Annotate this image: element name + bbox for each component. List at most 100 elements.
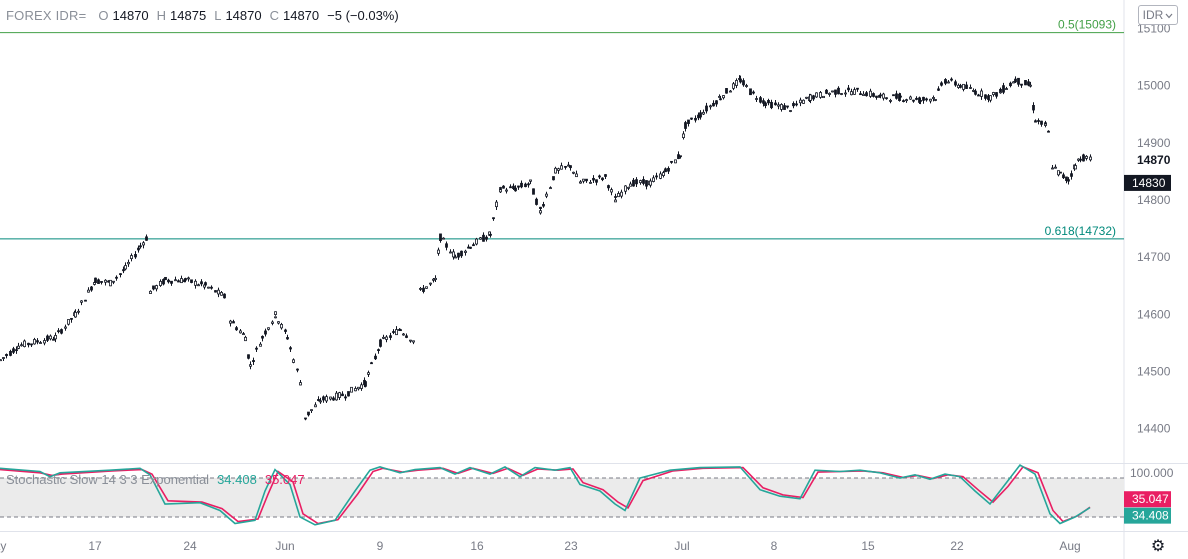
candle-body	[357, 386, 360, 390]
candle-body	[119, 273, 122, 276]
candle-body	[1070, 173, 1073, 177]
candle-body	[944, 79, 947, 83]
candle-body	[164, 276, 167, 281]
candle-body	[844, 92, 847, 95]
candle-body	[367, 372, 370, 375]
candle-body	[139, 245, 142, 248]
last-price-label: 14830	[1132, 176, 1166, 190]
candle-body	[210, 286, 213, 289]
candle-body	[472, 244, 475, 247]
candle-body	[97, 279, 100, 284]
candle-body	[36, 340, 39, 343]
candle-body	[229, 320, 232, 324]
candle-body	[632, 179, 635, 187]
candle-body	[524, 183, 527, 188]
candle-body	[70, 317, 73, 320]
candle-body	[755, 98, 758, 100]
candle-body	[865, 92, 868, 97]
x-tick-label: 16	[470, 539, 484, 553]
candle-body	[795, 103, 798, 106]
candle-body	[1059, 171, 1062, 174]
candle-body	[984, 94, 987, 99]
candle-body	[527, 183, 530, 186]
candle-body	[1062, 174, 1065, 179]
candle-body	[194, 280, 197, 286]
candle-body	[1012, 81, 1015, 84]
candle-body	[749, 88, 752, 95]
candle-body	[682, 133, 685, 138]
y-tick-label: 15000	[1137, 79, 1171, 93]
candle-body	[52, 338, 55, 341]
candle-body	[1074, 165, 1077, 170]
candle-body	[610, 189, 613, 193]
candle-body	[614, 199, 617, 203]
candle-body	[719, 98, 722, 101]
candle-body	[350, 386, 353, 393]
candle-body	[812, 95, 815, 100]
open-value: 14870	[112, 8, 149, 23]
candle-body	[338, 392, 341, 398]
candle-body	[652, 177, 655, 182]
candle-body	[954, 81, 957, 86]
candle-body	[347, 391, 350, 397]
candle-body	[601, 177, 604, 181]
candle-body	[624, 185, 627, 192]
candle-body	[445, 243, 448, 248]
high-value: 14875	[170, 8, 207, 23]
candle-body	[332, 397, 335, 401]
candle-body	[304, 417, 307, 420]
candle-body	[940, 82, 943, 86]
candle-body	[667, 167, 670, 172]
candle-body	[374, 355, 377, 360]
candle-body	[645, 180, 648, 187]
candle-body	[46, 335, 49, 341]
candle-body	[585, 178, 588, 182]
candle-body	[214, 290, 217, 293]
candle-body	[1040, 120, 1043, 125]
candle-body	[604, 174, 607, 177]
candle-body	[232, 321, 235, 324]
candle-body	[517, 185, 520, 188]
candle-body	[705, 105, 708, 112]
candle-body	[742, 80, 745, 86]
candle-body	[17, 345, 20, 349]
candle-body	[33, 339, 36, 345]
candle-body	[475, 238, 478, 245]
gear-icon[interactable]: ⚙	[1150, 538, 1166, 555]
candle-body	[23, 340, 26, 347]
candle-body	[57, 330, 60, 333]
candle-body	[244, 336, 247, 342]
candle-body	[564, 165, 567, 168]
candle-body	[170, 280, 173, 284]
candle-body	[425, 286, 428, 289]
candle-body	[307, 411, 310, 416]
candle-body	[662, 172, 665, 176]
candle-body	[925, 98, 928, 101]
candle-body	[360, 384, 363, 389]
candle-body	[280, 324, 283, 329]
candle-body	[395, 329, 398, 336]
stochastic-legend: Stochastic Slow 14 3 3 Exponential 34.40…	[6, 472, 305, 487]
candle-body	[80, 300, 83, 303]
candle-body	[434, 277, 437, 280]
candle-body	[112, 280, 115, 283]
candle-body	[777, 104, 780, 107]
candle-body	[104, 279, 107, 283]
candle-body	[204, 282, 207, 286]
candle-body	[495, 201, 498, 208]
candle-body	[109, 279, 112, 287]
candle-body	[694, 117, 697, 121]
chevron-down-icon	[1165, 8, 1173, 22]
candle-body	[207, 286, 210, 289]
candle-body	[74, 311, 77, 318]
candle-body	[200, 281, 203, 285]
candle-body	[1032, 105, 1035, 111]
low-value: 14870	[225, 8, 262, 23]
open-label: O	[98, 8, 109, 23]
currency-dropdown-button[interactable]: IDR	[1138, 5, 1178, 25]
candle-body	[962, 83, 965, 90]
candle-body	[389, 335, 392, 338]
stochastic-k-badge-text: 34.408	[1132, 509, 1169, 523]
candle-body	[514, 187, 517, 192]
